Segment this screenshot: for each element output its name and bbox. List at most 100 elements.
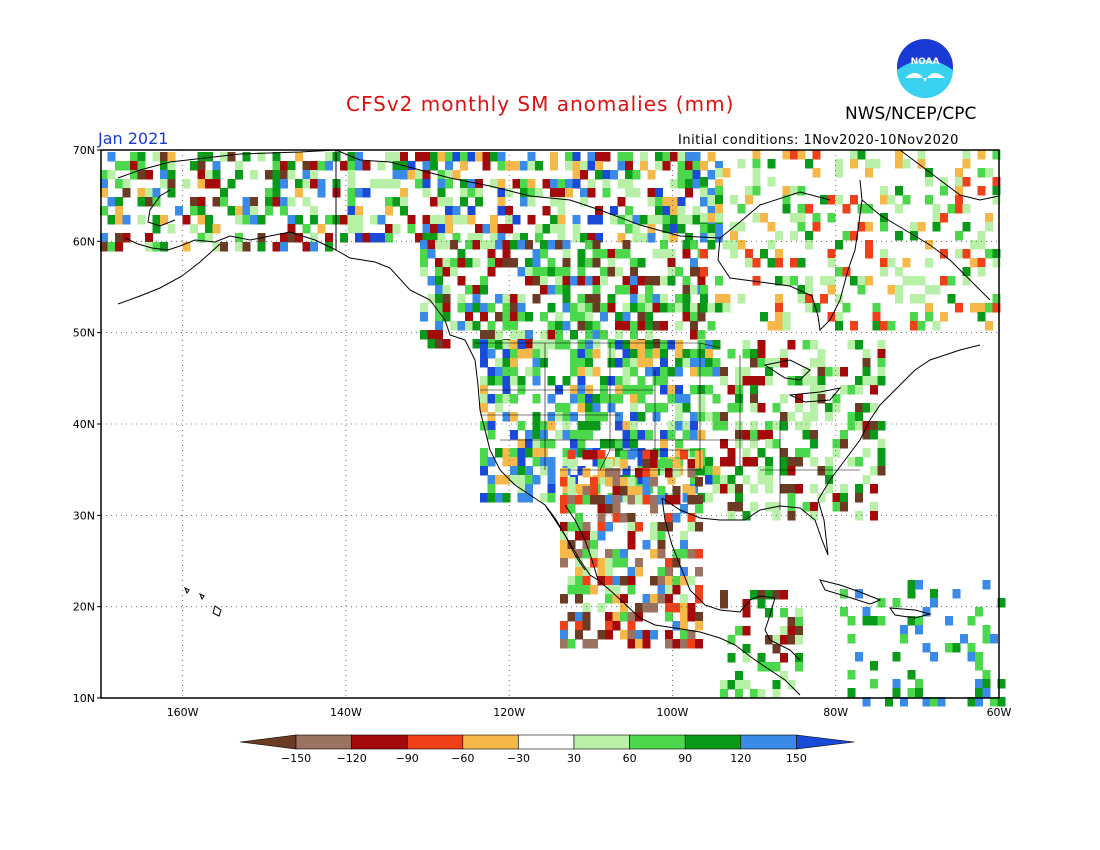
anomaly-cell (565, 188, 573, 198)
anomaly-cell (802, 367, 811, 377)
anomaly-cell (590, 549, 598, 559)
legend-swatch (462, 734, 519, 750)
anomaly-cell (437, 170, 446, 180)
anomaly-cell (632, 233, 641, 243)
anomaly-cell (535, 233, 543, 243)
state-borders (475, 342, 860, 510)
anomaly-cell (495, 340, 503, 350)
anomaly-cell (775, 294, 783, 304)
anomaly-cell (700, 224, 708, 234)
anomaly-cell (700, 161, 708, 171)
anomaly-cell (697, 358, 706, 368)
anomaly-cell (430, 215, 438, 225)
anomaly-cell (862, 607, 871, 617)
anomaly-cell (670, 233, 678, 243)
anomaly-cell (662, 161, 671, 171)
anomaly-cell (600, 394, 608, 404)
anomaly-cell (480, 457, 488, 467)
anomaly-cell (525, 466, 533, 476)
anomaly-cell (527, 215, 536, 225)
anomaly-cell (532, 430, 541, 440)
anomaly-cell (737, 294, 746, 304)
anomaly-cell (685, 233, 693, 243)
anomaly-cell (977, 240, 986, 250)
anomaly-cell (517, 493, 526, 503)
anomaly-cell (392, 161, 401, 171)
anomaly-cell (812, 168, 821, 178)
anomaly-cell (705, 340, 713, 350)
anomaly-cell (525, 339, 533, 349)
anomaly-cell (675, 358, 683, 368)
anomaly-cell (160, 161, 168, 171)
anomaly-cell (272, 179, 281, 189)
anomaly-cell (597, 630, 606, 640)
anomaly-cell (880, 321, 888, 331)
anomaly-cell (810, 484, 818, 494)
anomaly-cell (137, 152, 146, 162)
anomaly-cell (665, 594, 673, 604)
anomaly-cell (550, 197, 558, 207)
anomaly-cell (490, 224, 498, 234)
anomaly-cell (435, 240, 443, 250)
anomaly-cell (715, 186, 723, 196)
anomaly-cell (607, 339, 616, 349)
anomaly-cell (642, 540, 651, 550)
anomaly-cell (502, 448, 511, 458)
anomaly-cell (205, 170, 213, 180)
lat-label: 30N (73, 509, 95, 522)
anomaly-cell (295, 188, 303, 198)
anomaly-cell (420, 240, 428, 250)
anomaly-cell (985, 249, 993, 259)
anomaly-cell (977, 267, 986, 277)
anomaly-cell (650, 522, 658, 532)
anomaly-cell (567, 522, 576, 532)
anomaly-cell (865, 240, 873, 250)
anomaly-cell (280, 161, 288, 171)
anomaly-cell (427, 339, 436, 349)
anomaly-cell (637, 376, 646, 386)
anomaly-cell (847, 670, 856, 680)
anomaly-cell (795, 662, 803, 672)
anomaly-cell (622, 493, 631, 503)
anomaly-cell (442, 339, 451, 349)
anomaly-cell (572, 215, 581, 225)
anomaly-cell (590, 639, 598, 649)
anomaly-cell (665, 522, 673, 532)
anomaly-cell (657, 594, 666, 604)
anomaly-cell (780, 626, 788, 636)
anomaly-cell (655, 215, 663, 225)
anomaly-cell (675, 421, 683, 431)
anomaly-cell (930, 652, 938, 662)
anomaly-cell (750, 394, 758, 404)
anomaly-cell (562, 376, 571, 386)
anomaly-cell (840, 607, 848, 617)
anomaly-cell (100, 233, 108, 243)
anomaly-cell (612, 576, 621, 586)
anomaly-cell (610, 215, 618, 225)
anomaly-cell (687, 630, 696, 640)
anomaly-cell (592, 321, 601, 331)
anomaly-cell (547, 330, 556, 340)
anomaly-cell (645, 349, 653, 359)
anomaly-cell (975, 661, 983, 671)
anomaly-cell (582, 567, 591, 577)
anomaly-cell (587, 215, 596, 225)
anomaly-cell (647, 197, 656, 207)
anomaly-cell (190, 161, 198, 171)
anomaly-cell (870, 616, 878, 626)
anomaly-cell (420, 330, 428, 340)
anomaly-cell (622, 358, 631, 368)
anomaly-cell (992, 186, 1001, 196)
anomaly-cell (622, 276, 631, 286)
anomaly-cell (667, 303, 676, 313)
anomaly-cell (555, 412, 563, 422)
anomaly-cell (152, 242, 161, 252)
anomaly-cell (712, 412, 721, 422)
anomaly-cell (667, 276, 676, 286)
anomaly-cell (302, 224, 311, 234)
anomaly-cell (167, 152, 176, 162)
anomaly-cell (677, 161, 686, 171)
anomaly-cell (900, 697, 908, 707)
anomaly-cell (160, 179, 168, 189)
anomaly-cell (517, 294, 526, 304)
